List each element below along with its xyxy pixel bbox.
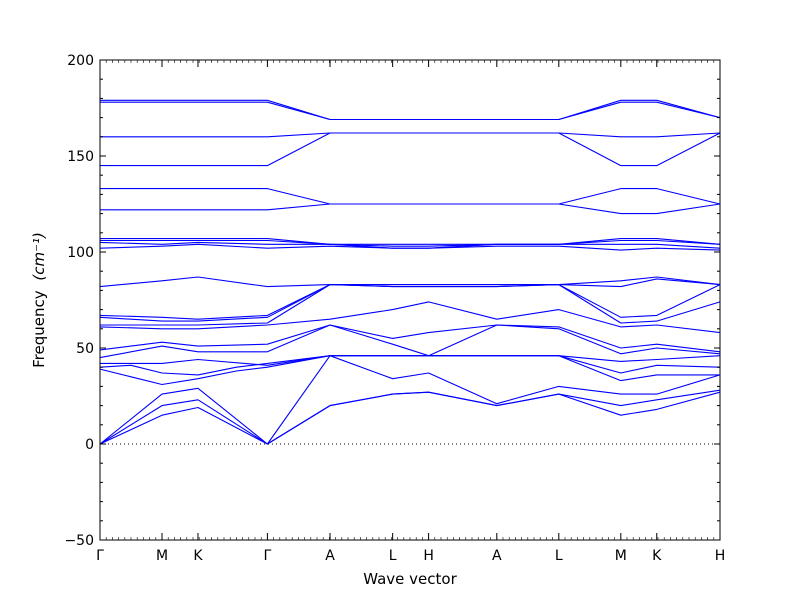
x-tick-label: H xyxy=(715,548,726,564)
band-22 xyxy=(100,101,721,121)
band-17 xyxy=(100,238,721,245)
x-tick-label: L xyxy=(389,548,397,564)
band-11 xyxy=(99,284,721,322)
y-tick-label: 200 xyxy=(67,53,94,69)
band-23 xyxy=(100,99,721,121)
x-tick-label: H xyxy=(423,548,434,564)
band-16 xyxy=(100,239,721,247)
band-8 xyxy=(99,324,721,353)
x-tick-label: K xyxy=(652,548,662,564)
y-axis-label-unit: (cm⁻¹) xyxy=(30,232,48,281)
y-tick-label: 0 xyxy=(85,437,94,453)
band-13 xyxy=(99,276,721,288)
y-tick-label: 50 xyxy=(76,341,94,357)
x-tick-label: Γ xyxy=(263,548,271,564)
band-21 xyxy=(100,132,721,138)
y-axis-label-text: Frequency xyxy=(30,290,48,368)
x-tick-label: M xyxy=(615,548,627,564)
band-14 xyxy=(99,243,721,251)
x-tick-label: A xyxy=(492,548,502,564)
band-20 xyxy=(100,132,721,167)
band-5 xyxy=(99,355,721,376)
x-tick-label: K xyxy=(193,548,203,564)
y-tick-label: 100 xyxy=(67,245,94,261)
band-9 xyxy=(99,301,721,334)
y-ticks: −50 0 50 100 150 200 xyxy=(64,53,720,549)
y-tick-label: −50 xyxy=(64,533,94,549)
band-3 xyxy=(99,355,721,445)
x-tick-label: L xyxy=(555,548,563,564)
plot-frame xyxy=(99,59,721,541)
x-axis-label: Wave vector xyxy=(363,570,457,588)
band-7 xyxy=(99,324,721,359)
x-tick-label: A xyxy=(325,548,335,564)
x-tick-label: Γ xyxy=(96,548,104,564)
dispersion-lines xyxy=(99,99,721,445)
band-1 xyxy=(99,391,721,445)
y-tick-label: 150 xyxy=(67,149,94,165)
band-15 xyxy=(99,241,721,249)
band-18 xyxy=(100,203,721,215)
band-2 xyxy=(99,389,721,445)
band-6 xyxy=(100,355,721,366)
band-19 xyxy=(100,188,721,205)
x-tick-label: M xyxy=(156,548,168,564)
y-axis-label: Frequency (cm⁻¹) xyxy=(30,232,48,368)
